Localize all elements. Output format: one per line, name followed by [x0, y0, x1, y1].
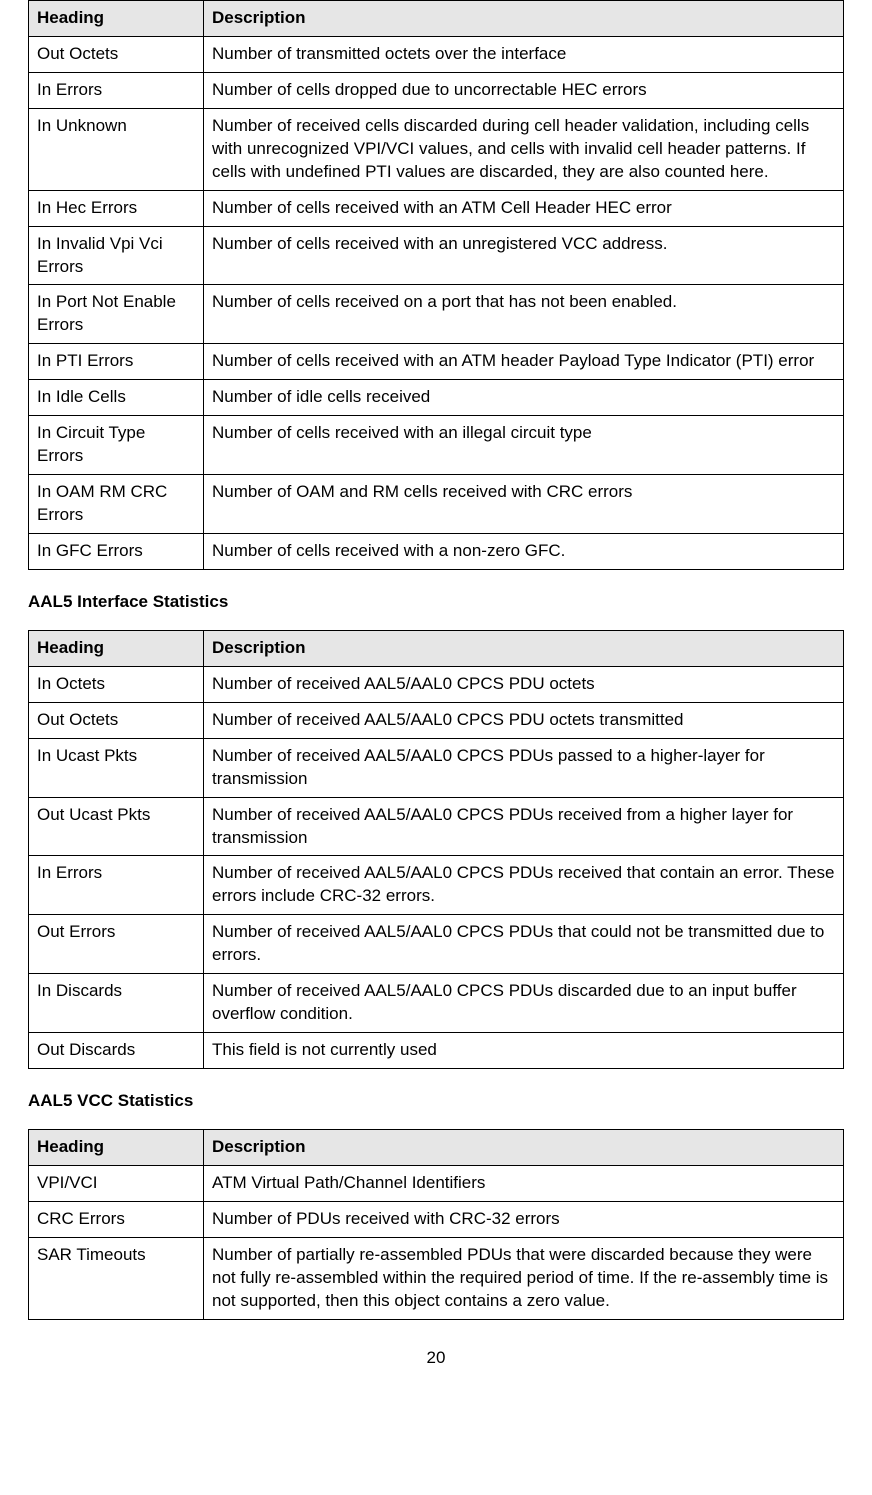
table-cell-description: Number of received AAL5/AAL0 CPCS PDUs r…	[204, 856, 844, 915]
table-cell-description: Number of received AAL5/AAL0 CPCS PDU oc…	[204, 666, 844, 702]
table-cell-description: Number of received AAL5/AAL0 CPCS PDUs r…	[204, 797, 844, 856]
table-cell-heading: In Ucast Pkts	[29, 738, 204, 797]
table-header-row: Heading Description	[29, 1, 844, 37]
table-row: In Port Not Enable ErrorsNumber of cells…	[29, 285, 844, 344]
table-cell-heading: Out Octets	[29, 702, 204, 738]
table-header-row: Heading Description	[29, 1130, 844, 1166]
table-row: In UnknownNumber of received cells disca…	[29, 108, 844, 190]
table-cell-heading: In GFC Errors	[29, 533, 204, 569]
table-header-row: Heading Description	[29, 630, 844, 666]
table-cell-heading: In Octets	[29, 666, 204, 702]
table-row: In OctetsNumber of received AAL5/AAL0 CP…	[29, 666, 844, 702]
table-cell-description: Number of received cells discarded durin…	[204, 108, 844, 190]
table-cell-description: Number of cells received with an ATM hea…	[204, 344, 844, 380]
table-header-description: Description	[204, 630, 844, 666]
table-body-2: In OctetsNumber of received AAL5/AAL0 CP…	[29, 666, 844, 1068]
table-cell-heading: In Unknown	[29, 108, 204, 190]
table-cell-description: Number of partially re-assembled PDUs th…	[204, 1237, 844, 1319]
table-cell-heading: Out Octets	[29, 36, 204, 72]
document-page: Heading Description Out OctetsNumber of …	[0, 0, 872, 1398]
table-cell-description: Number of received AAL5/AAL0 CPCS PDU oc…	[204, 702, 844, 738]
table-cell-heading: In OAM RM CRC Errors	[29, 475, 204, 534]
table-row: Out OctetsNumber of transmitted octets o…	[29, 36, 844, 72]
table-cell-heading: In Hec Errors	[29, 190, 204, 226]
table-cell-description: Number of cells dropped due to uncorrect…	[204, 72, 844, 108]
table-cell-description: Number of OAM and RM cells received with…	[204, 475, 844, 534]
table-row: In Idle CellsNumber of idle cells receiv…	[29, 380, 844, 416]
table-header-heading: Heading	[29, 1130, 204, 1166]
table-row: In PTI ErrorsNumber of cells received wi…	[29, 344, 844, 380]
table-cell-description: This field is not currently used	[204, 1033, 844, 1069]
table-row: Out DiscardsThis field is not currently …	[29, 1033, 844, 1069]
page-number: 20	[28, 1348, 844, 1368]
table-row: In Hec ErrorsNumber of cells received wi…	[29, 190, 844, 226]
table-cell-description: Number of transmitted octets over the in…	[204, 36, 844, 72]
table-header-description: Description	[204, 1, 844, 37]
table-cell-heading: In Invalid Vpi Vci Errors	[29, 226, 204, 285]
table-cell-description: Number of PDUs received with CRC-32 erro…	[204, 1201, 844, 1237]
table-row: In OAM RM CRC ErrorsNumber of OAM and RM…	[29, 475, 844, 534]
table-body-3: VPI/VCIATM Virtual Path/Channel Identifi…	[29, 1165, 844, 1319]
table-cell-description: Number of cells received with an unregis…	[204, 226, 844, 285]
table-cell-heading: In Circuit Type Errors	[29, 416, 204, 475]
table-row: In ErrorsNumber of received AAL5/AAL0 CP…	[29, 856, 844, 915]
table-cell-heading: In Discards	[29, 974, 204, 1033]
table-cell-description: Number of cells received with an ATM Cel…	[204, 190, 844, 226]
table-cell-heading: VPI/VCI	[29, 1165, 204, 1201]
table-cell-heading: In Errors	[29, 72, 204, 108]
table-row: Out OctetsNumber of received AAL5/AAL0 C…	[29, 702, 844, 738]
table-cell-heading: In PTI Errors	[29, 344, 204, 380]
section-title-aal5-vcc: AAL5 VCC Statistics	[28, 1091, 844, 1111]
table-row: CRC ErrorsNumber of PDUs received with C…	[29, 1201, 844, 1237]
table-row: In Invalid Vpi Vci ErrorsNumber of cells…	[29, 226, 844, 285]
table-cell-description: Number of received AAL5/AAL0 CPCS PDUs d…	[204, 974, 844, 1033]
table-row: Out ErrorsNumber of received AAL5/AAL0 C…	[29, 915, 844, 974]
section-title-aal5-interface: AAL5 Interface Statistics	[28, 592, 844, 612]
table-cell-description: ATM Virtual Path/Channel Identifiers	[204, 1165, 844, 1201]
table-row: In Circuit Type ErrorsNumber of cells re…	[29, 416, 844, 475]
table-cell-heading: Out Ucast Pkts	[29, 797, 204, 856]
table-row: Out Ucast PktsNumber of received AAL5/AA…	[29, 797, 844, 856]
table-cell-heading: In Errors	[29, 856, 204, 915]
table-cell-heading: Out Discards	[29, 1033, 204, 1069]
statistics-table-3: Heading Description VPI/VCIATM Virtual P…	[28, 1129, 844, 1320]
table-cell-description: Number of cells received with a non-zero…	[204, 533, 844, 569]
table-cell-heading: CRC Errors	[29, 1201, 204, 1237]
table-header-description: Description	[204, 1130, 844, 1166]
table-cell-heading: Out Errors	[29, 915, 204, 974]
table-cell-heading: SAR Timeouts	[29, 1237, 204, 1319]
table-cell-description: Number of idle cells received	[204, 380, 844, 416]
table-row: In ErrorsNumber of cells dropped due to …	[29, 72, 844, 108]
table-cell-heading: In Port Not Enable Errors	[29, 285, 204, 344]
table-row: VPI/VCIATM Virtual Path/Channel Identifi…	[29, 1165, 844, 1201]
table-cell-description: Number of received AAL5/AAL0 CPCS PDUs p…	[204, 738, 844, 797]
statistics-table-1: Heading Description Out OctetsNumber of …	[28, 0, 844, 570]
table-cell-description: Number of received AAL5/AAL0 CPCS PDUs t…	[204, 915, 844, 974]
table-body-1: Out OctetsNumber of transmitted octets o…	[29, 36, 844, 569]
table-header-heading: Heading	[29, 630, 204, 666]
table-cell-heading: In Idle Cells	[29, 380, 204, 416]
table-row: In DiscardsNumber of received AAL5/AAL0 …	[29, 974, 844, 1033]
table-row: In Ucast PktsNumber of received AAL5/AAL…	[29, 738, 844, 797]
table-cell-description: Number of cells received on a port that …	[204, 285, 844, 344]
statistics-table-2: Heading Description In OctetsNumber of r…	[28, 630, 844, 1069]
table-row: SAR TimeoutsNumber of partially re-assem…	[29, 1237, 844, 1319]
table-cell-description: Number of cells received with an illegal…	[204, 416, 844, 475]
table-header-heading: Heading	[29, 1, 204, 37]
table-row: In GFC ErrorsNumber of cells received wi…	[29, 533, 844, 569]
